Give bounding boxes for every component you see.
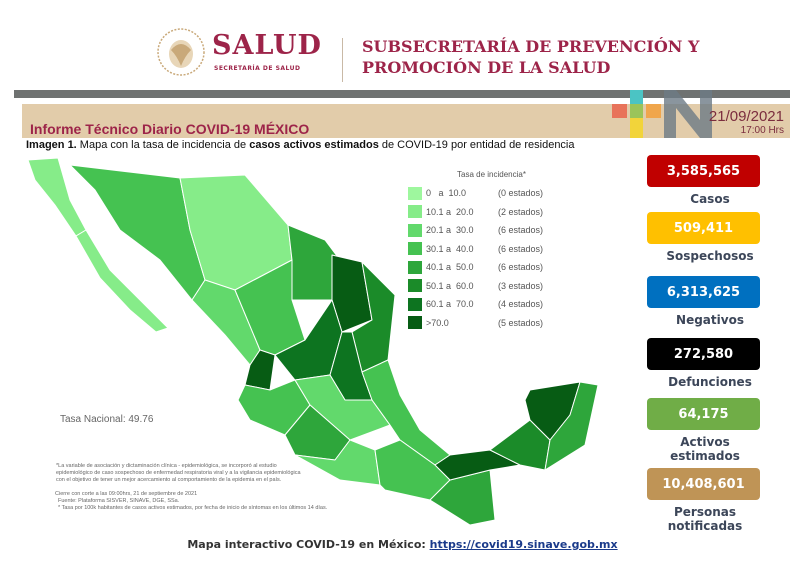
legend-item: 60.1 a 70.0 (4 estados): [408, 297, 543, 311]
stat-label: Sospechosos: [666, 249, 754, 263]
note-2: epidemiológico de caso sospechoso de enf…: [56, 470, 301, 476]
image-caption: Imagen 1. Mapa con la tasa de incidencia…: [26, 139, 575, 151]
note-1: *La variable de asociación y dictaminaci…: [56, 463, 277, 469]
stat-label: Negativos: [676, 313, 744, 327]
title-band: [22, 104, 790, 138]
legend-range: 40.1 a 50.0: [426, 262, 474, 272]
legend-item: 40.1 a 50.0 (6 estados): [408, 260, 543, 274]
legend-range: 30.1 a 40.0: [426, 243, 474, 254]
legend-swatch: [408, 260, 422, 274]
state-chiapas: [429, 469, 496, 526]
legend-range: 60.1 a 70.0: [426, 299, 474, 309]
legend-swatch: [408, 186, 422, 200]
note-fuente: Fuente: Plataforma SISVER, SINAVE, DGE, …: [58, 498, 180, 504]
stat-value-box: 272,580: [647, 338, 760, 370]
salud-brand: SALUD: [212, 30, 322, 61]
legend-count: (6 estados): [498, 262, 544, 272]
legend-swatch: [408, 242, 422, 255]
stat-value-box: 10,408,601: [647, 468, 760, 500]
stat-label: Personas notificadas: [667, 505, 743, 533]
tasa-nacional: Tasa Nacional: 49.76: [60, 414, 154, 425]
legend-count: (4 estados): [498, 299, 544, 309]
legend-item: >70.0 (5 estados): [408, 316, 543, 330]
header-bar: [14, 90, 790, 98]
stat-label: Casos: [690, 192, 730, 206]
divider: [342, 38, 343, 82]
legend-count: (5 estados): [498, 317, 544, 328]
legend-range: >70.0: [426, 317, 449, 328]
state-quintana-roo: [544, 381, 599, 471]
legend-item: 30.1 a 40.0 (6 estados): [408, 242, 543, 256]
report-title: Informe Técnico Diario COVID-19 MÉXICO: [30, 121, 310, 137]
state-baja-california-sur: [75, 229, 169, 333]
legend-count: (0 estados): [498, 188, 544, 198]
covid-map-link[interactable]: https://covid19.sinave.gob.mx: [429, 538, 618, 551]
legend-swatch: [408, 316, 422, 329]
report-date: 21/09/2021: [708, 108, 784, 125]
legend-count: (2 estados): [498, 206, 544, 217]
legend-item: 20.1 a 30.0 (6 estados): [408, 223, 543, 237]
legend-range: 10.1 a 20.0: [426, 206, 474, 217]
state-nayarit: [244, 349, 276, 391]
report-time: 17:00 Hrs: [740, 125, 784, 136]
legend-item: 50.1 a 60.0 (3 estados): [408, 279, 543, 293]
stat-value-box: 64,175: [647, 398, 760, 430]
stat-label: Defunciones: [668, 375, 752, 389]
legend-count: (3 estados): [498, 280, 544, 291]
footer: Mapa interactivo COVID-19 en México: htt…: [187, 538, 618, 551]
legend-count: (6 estados): [498, 225, 544, 235]
note-cierre: Cierre con corte a las 09:00hrs, 21 de s…: [55, 491, 198, 497]
state-nuevo-leon: [331, 254, 373, 333]
note-3: con el objetivo de tener un mejor acerca…: [56, 477, 282, 483]
watermark-logo: [612, 90, 712, 138]
legend-title: Tasa de incidencia*: [457, 170, 526, 179]
stat-value-box: 3,585,565: [647, 155, 760, 187]
legend-swatch: [408, 205, 422, 218]
legend-count: (6 estados): [498, 243, 544, 254]
stat-label: Activos estimados: [670, 435, 740, 463]
legend-range: 20.1 a 30.0: [426, 225, 474, 235]
secretaria-label: SECRETARÍA DE SALUD: [214, 65, 301, 72]
legend-range: 0 a 10.0: [426, 188, 467, 198]
legend-item: 10.1 a 20.0 (2 estados): [408, 205, 543, 219]
stat-value-box: 6,313,625: [647, 276, 760, 308]
legend-item: 0 a 10.0 (0 estados): [408, 186, 543, 200]
subsecretaria-title: SUBSECRETARÍA DE PREVENCIÓN Y PROMOCIÓN D…: [362, 37, 700, 77]
legend-range: 50.1 a 60.0: [426, 280, 474, 291]
legend-swatch: [408, 279, 422, 292]
legend-swatch: [408, 223, 422, 237]
note-tasa: * Tasa por 100k habitantes de casos acti…: [58, 505, 328, 511]
stat-value-box: 509,411: [647, 212, 760, 244]
mexico-seal-logo: [157, 28, 205, 76]
mexico-incidence-map: [27, 157, 599, 526]
legend-swatch: [408, 297, 422, 311]
